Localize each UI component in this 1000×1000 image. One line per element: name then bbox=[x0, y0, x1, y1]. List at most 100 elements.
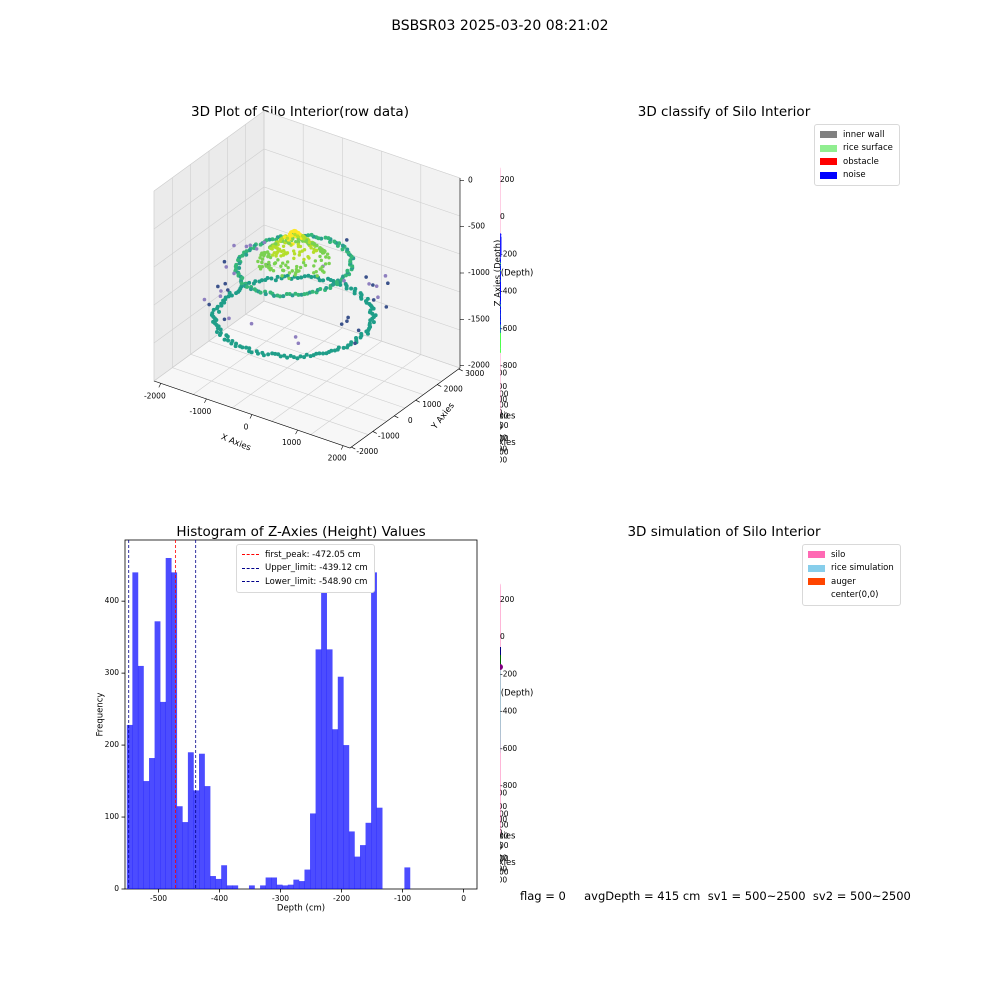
z-axis-label: Z Axies (Depth) bbox=[500, 689, 533, 699]
y-tick bbox=[458, 368, 463, 372]
data-point bbox=[312, 247, 316, 252]
z-tick-label: -400 bbox=[500, 287, 517, 296]
data-point bbox=[222, 300, 227, 305]
legend-item: center(0,0) bbox=[808, 589, 894, 603]
data-point bbox=[279, 237, 284, 241]
data-point bbox=[285, 260, 290, 264]
data-point bbox=[227, 290, 232, 295]
data-point bbox=[281, 244, 286, 249]
y-tick-label: 400 bbox=[500, 382, 507, 391]
noise-point bbox=[500, 265, 501, 268]
histogram-bar bbox=[182, 822, 189, 889]
data-point bbox=[234, 291, 239, 296]
rice-point bbox=[500, 344, 501, 347]
y-axis-label: Y Axies bbox=[500, 412, 516, 422]
x-tick-label: -100 bbox=[394, 894, 411, 903]
legend-item: rice surface bbox=[820, 142, 893, 156]
data-point bbox=[304, 352, 309, 357]
y-tick-label: 1000 bbox=[422, 400, 441, 409]
data-point bbox=[292, 256, 296, 261]
data-point bbox=[276, 247, 280, 251]
z-tick-label: -2000 bbox=[468, 361, 490, 370]
histogram-legend: first_peak: -472.05 cm Upper_limit: -439.… bbox=[236, 544, 375, 593]
data-point bbox=[239, 281, 244, 286]
classify-legend: inner wall rice surface obstacle noise bbox=[814, 124, 900, 186]
data-point bbox=[313, 259, 318, 263]
histogram-bar bbox=[310, 813, 316, 889]
legend-swatch bbox=[808, 551, 825, 559]
legend-item: obstacle bbox=[820, 155, 893, 169]
data-point bbox=[245, 284, 250, 289]
data-point bbox=[273, 351, 278, 356]
data-point bbox=[202, 297, 207, 302]
histogram-bar bbox=[287, 884, 294, 889]
data-point bbox=[317, 351, 322, 356]
data-point bbox=[229, 293, 234, 298]
noise-point bbox=[500, 263, 501, 266]
data-point bbox=[275, 274, 280, 279]
noise-point bbox=[500, 268, 501, 271]
data-point bbox=[293, 335, 298, 339]
legend-item: noise bbox=[820, 169, 893, 183]
data-point bbox=[290, 269, 295, 273]
legend-item: Upper_limit: -439.12 cm bbox=[242, 562, 368, 576]
legend-swatch bbox=[808, 591, 825, 599]
data-point bbox=[287, 241, 291, 245]
data-point bbox=[248, 243, 253, 248]
x-tick bbox=[158, 383, 162, 388]
data-point bbox=[244, 252, 249, 257]
x-tick-label: -200 bbox=[333, 894, 350, 903]
status-line: flag = 0 avgDepth = 415 cm sv1 = 500~250… bbox=[520, 889, 911, 903]
data-point bbox=[247, 280, 252, 285]
data-point bbox=[233, 344, 238, 349]
data-point bbox=[282, 353, 287, 358]
legend-item: inner wall bbox=[820, 128, 893, 142]
x-tick bbox=[249, 414, 253, 419]
data-point bbox=[345, 268, 350, 273]
data-point bbox=[339, 322, 344, 326]
x-tick-label: 200 bbox=[500, 433, 507, 442]
data-point bbox=[306, 233, 311, 238]
data-point bbox=[318, 247, 323, 251]
x-tick-label: -400 bbox=[211, 894, 228, 903]
data-point bbox=[373, 313, 378, 318]
histogram-bar bbox=[304, 869, 311, 889]
x-tick-label: 400 bbox=[500, 444, 507, 453]
x-tick-label: 2000 bbox=[328, 454, 347, 463]
data-point bbox=[217, 333, 222, 338]
data-point bbox=[269, 276, 274, 281]
data-point bbox=[267, 237, 272, 242]
data-point bbox=[294, 267, 299, 272]
data-point bbox=[309, 275, 314, 280]
data-point bbox=[244, 244, 249, 249]
data-point bbox=[358, 291, 363, 296]
z-tick-label: -600 bbox=[500, 744, 517, 753]
legend-label: noise bbox=[843, 170, 866, 181]
z-tick-label: -800 bbox=[500, 781, 517, 790]
data-point bbox=[292, 249, 296, 253]
data-point bbox=[302, 248, 307, 252]
noise-point bbox=[500, 321, 501, 323]
grid-line bbox=[153, 148, 461, 230]
histogram-bar bbox=[210, 876, 216, 889]
data-point bbox=[348, 258, 353, 263]
data-point bbox=[345, 247, 350, 252]
data-point bbox=[296, 292, 301, 297]
x-tick-label: -200 bbox=[500, 412, 509, 421]
data-point bbox=[326, 276, 331, 281]
data-point bbox=[278, 354, 283, 359]
classify-3d-plot: -600-400-2000200400600-600-400-200020040… bbox=[500, 167, 533, 464]
z-tick-label: -200 bbox=[500, 249, 517, 258]
histogram-bar bbox=[143, 781, 150, 889]
data-point bbox=[237, 265, 242, 270]
data-point bbox=[258, 256, 262, 260]
data-point bbox=[218, 294, 223, 299]
noise-point bbox=[500, 319, 501, 322]
data-point bbox=[324, 285, 329, 290]
noise-point bbox=[500, 284, 501, 286]
data-point bbox=[349, 340, 354, 345]
data-point bbox=[296, 341, 301, 346]
data-point bbox=[299, 275, 304, 280]
rice-point bbox=[500, 342, 501, 345]
data-point bbox=[233, 264, 238, 269]
